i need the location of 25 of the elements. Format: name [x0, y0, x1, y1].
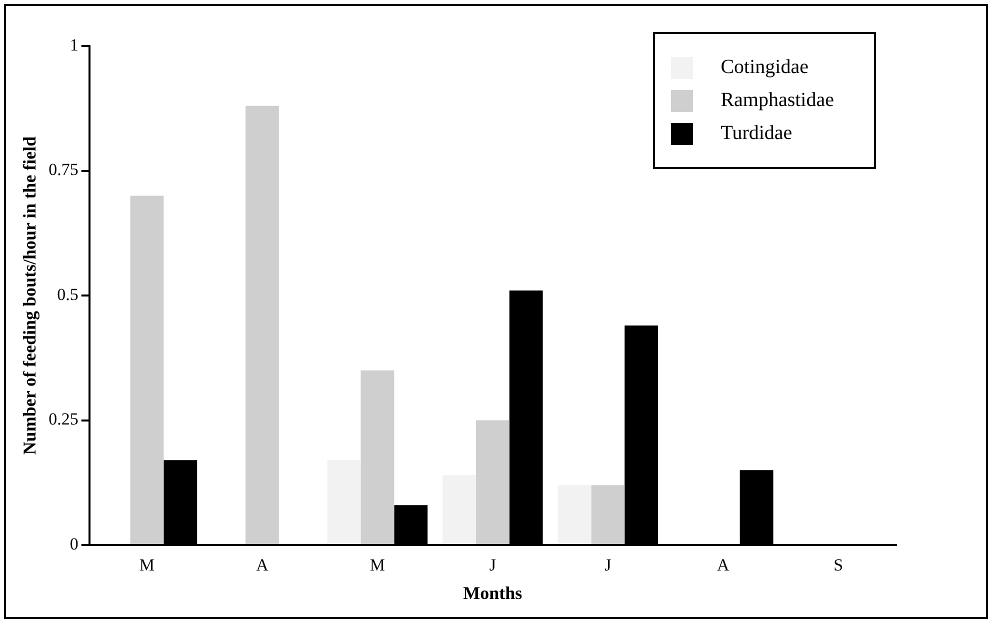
bar	[476, 420, 510, 544]
bar	[130, 196, 164, 544]
x-tick-label: M	[370, 556, 385, 575]
x-tick-label: A	[717, 556, 730, 575]
legend-label: Cotingidae	[720, 56, 808, 79]
legend-label: Turdidae	[720, 122, 792, 145]
bar	[558, 485, 592, 544]
x-tick-label: J	[604, 556, 612, 575]
y-tick-label: 0	[70, 534, 78, 554]
bar	[442, 475, 476, 544]
bar	[591, 485, 625, 544]
y-tick-label: 0.75	[48, 160, 78, 180]
x-axis-title: Months	[463, 582, 522, 603]
y-tick-label: 1	[70, 35, 78, 54]
x-tick-label: A	[256, 556, 270, 575]
x-tick-label: J	[489, 556, 496, 575]
y-tick-label: 0.25	[48, 410, 78, 429]
x-tick-label: M	[139, 556, 155, 575]
bar	[360, 370, 394, 544]
y-axis-title: Number of feeding bouts/hour in the field	[19, 136, 40, 455]
legend-label: Ramphastidae	[720, 89, 834, 112]
bar	[245, 106, 279, 544]
y-tick-label: 0.5	[57, 284, 78, 304]
bar	[327, 460, 361, 544]
x-tick-label: S	[834, 556, 844, 575]
